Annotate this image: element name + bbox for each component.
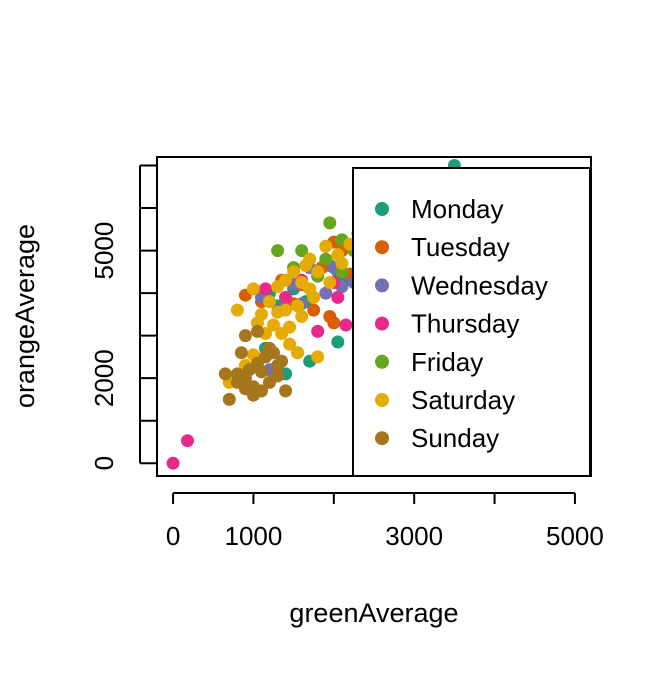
data-point-saturday: [323, 276, 337, 289]
data-point-sunday: [279, 384, 293, 398]
legend-label-thursday: Thursday: [411, 309, 519, 339]
data-point-tuesday: [307, 303, 321, 317]
data-point-saturday: [283, 337, 297, 351]
data-point-thursday: [339, 318, 353, 332]
data-point-saturday: [267, 318, 280, 332]
y-tick-label: 2000: [89, 349, 119, 407]
y-tick-label: 5000: [89, 222, 119, 280]
legend-label-tuesday: Tuesday: [411, 232, 510, 262]
x-tick-label: 0: [166, 521, 180, 551]
data-point-friday: [295, 244, 309, 258]
data-point-sunday: [218, 367, 232, 381]
data-point-wednesday: [319, 286, 333, 300]
data-point-monday: [331, 335, 345, 349]
legend-marker-thursday: [375, 316, 389, 331]
data-point-sunday: [222, 392, 236, 406]
data-point-saturday: [279, 303, 293, 317]
data-point-saturday: [331, 248, 345, 262]
legend-marker-wednesday: [375, 278, 389, 293]
y-tick-label: 0: [89, 456, 119, 470]
data-point-thursday: [166, 456, 180, 470]
x-axis-title: greenAverage: [289, 598, 458, 628]
data-point-sunday: [263, 341, 276, 355]
data-point-saturday: [271, 280, 285, 294]
y-axis: 0 2000 5000: [89, 164, 157, 470]
data-point-saturday: [230, 303, 244, 317]
legend-marker-saturday: [375, 393, 389, 407]
data-point-thursday: [279, 290, 293, 304]
data-point-thursday: [181, 434, 194, 448]
legend-label-saturday: Saturday: [411, 385, 515, 415]
data-point-saturday: [307, 290, 321, 304]
data-point-saturday: [291, 299, 305, 313]
x-axis: 0 1000 3000 5000: [166, 492, 604, 551]
data-point-saturday: [319, 239, 333, 253]
data-point-saturday: [295, 310, 309, 323]
legend-label-friday: Friday: [411, 347, 483, 377]
legend-label-wednesday: Wednesday: [411, 270, 548, 300]
data-point-sunday: [238, 329, 252, 343]
y-axis-title: orangeAverage: [10, 224, 40, 408]
legend-marker-tuesday: [375, 240, 389, 255]
data-point-sunday: [251, 356, 264, 370]
legend-marker-friday: [375, 354, 389, 369]
legend-box: [352, 167, 591, 477]
data-point-thursday: [311, 324, 325, 338]
data-point-saturday: [299, 259, 313, 272]
data-point-tuesday: [323, 310, 337, 323]
data-point-saturday: [287, 265, 301, 279]
data-point-saturday: [255, 307, 268, 321]
data-point-friday: [323, 216, 337, 230]
data-point-saturday: [311, 265, 325, 279]
legend-label-monday: Monday: [411, 194, 504, 224]
legend-marker-monday: [375, 202, 389, 216]
data-point-saturday: [246, 282, 260, 296]
legend-marker-sunday: [375, 431, 389, 446]
data-point-friday: [271, 244, 285, 258]
data-point-saturday: [263, 295, 276, 309]
legend: Monday Tuesday Wednesday Thursday Friday Satu…: [352, 167, 591, 477]
legend-label-sunday: Sunday: [411, 423, 499, 453]
data-point-sunday: [234, 346, 248, 360]
data-point-sunday: [251, 324, 264, 338]
data-point-thursday: [259, 282, 272, 296]
data-point-saturday: [291, 346, 305, 360]
x-tick-label: 1000: [225, 521, 283, 551]
data-point-saturday: [311, 350, 325, 364]
data-point-sunday: [238, 382, 252, 396]
data-point-thursday: [331, 290, 345, 304]
data-point-saturday: [283, 320, 297, 334]
data-point-sunday: [271, 369, 285, 383]
data-point-sunday: [275, 354, 289, 368]
x-tick-label: 5000: [546, 521, 604, 551]
x-tick-label: 3000: [385, 521, 443, 551]
data-point-friday: [319, 252, 333, 266]
